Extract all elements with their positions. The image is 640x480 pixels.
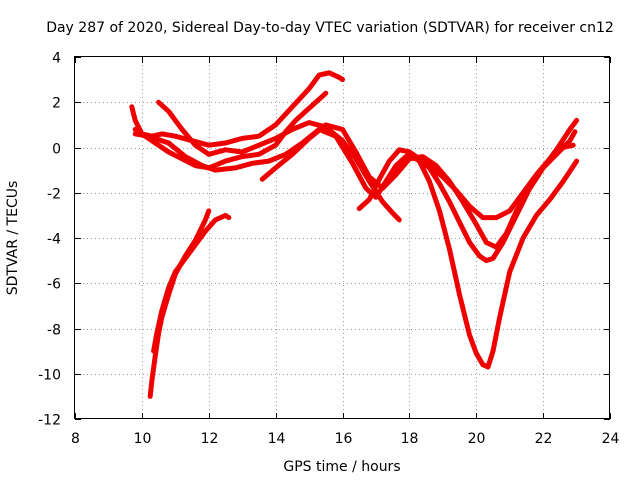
series-track-2 bbox=[132, 90, 329, 171]
y-tick-label: -8 bbox=[47, 323, 61, 339]
x-tick-label: 16 bbox=[335, 431, 353, 447]
y-tick-label: -10 bbox=[38, 368, 61, 384]
series-track-9 bbox=[151, 212, 232, 354]
x-tick-label: 22 bbox=[535, 431, 553, 447]
y-tick-label: -6 bbox=[47, 277, 61, 293]
x-tick-label: 8 bbox=[71, 431, 80, 447]
y-tick-label: -12 bbox=[38, 413, 61, 429]
x-tick-label: 24 bbox=[602, 431, 620, 447]
x-tick-label: 10 bbox=[134, 431, 152, 447]
x-tick-label: 14 bbox=[268, 431, 286, 447]
grid bbox=[75, 57, 610, 419]
series-track-6 bbox=[356, 117, 580, 264]
x-tick-label: 12 bbox=[201, 431, 219, 447]
y-tick-label: 4 bbox=[52, 51, 61, 67]
plot-frame bbox=[74, 56, 610, 419]
series-track-7 bbox=[390, 151, 580, 370]
x-tick-label: 18 bbox=[401, 431, 419, 447]
chart-title: Day 287 of 2020, Sidereal Day-to-day VTE… bbox=[46, 20, 614, 36]
y-tick-label: 0 bbox=[52, 142, 61, 158]
y-tick-label: 2 bbox=[52, 96, 61, 112]
series-layer bbox=[129, 70, 580, 399]
x-axis-label: GPS time / hours bbox=[283, 459, 400, 475]
y-axis-label: SDTVAR / TECUs bbox=[5, 181, 21, 296]
y-tick-label: -4 bbox=[47, 232, 61, 248]
series-track-3 bbox=[156, 99, 402, 223]
tick-layer bbox=[75, 57, 611, 420]
y-tick-label: -2 bbox=[47, 187, 61, 203]
x-tick-label: 20 bbox=[468, 431, 486, 447]
